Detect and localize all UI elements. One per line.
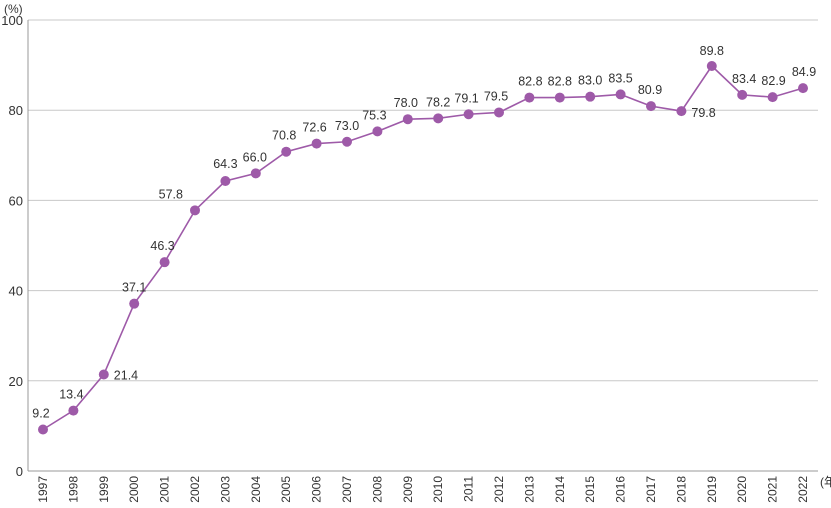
x-tick-label: 2006 (310, 476, 324, 503)
data-label-2013: 82.8 (518, 75, 542, 89)
data-label-1999: 21.4 (114, 368, 138, 382)
y-tick-label: 100 (1, 13, 23, 28)
data-point-2000 (129, 298, 140, 309)
data-point-2017 (646, 101, 656, 112)
x-tick-label: 2021 (766, 476, 780, 503)
data-label-2016: 83.5 (608, 71, 632, 85)
data-point-1999 (98, 369, 109, 380)
data-point-2022 (798, 83, 808, 94)
data-point-2021 (767, 92, 778, 103)
data-label-2008: 75.3 (362, 108, 386, 122)
data-point-2016 (615, 89, 626, 100)
x-tick-label: 2016 (614, 476, 628, 503)
y-tick-label: 40 (9, 284, 23, 299)
x-tick-label: 1999 (97, 476, 111, 503)
y-tick-label: 60 (9, 193, 23, 208)
x-tick-label: 2009 (401, 476, 415, 503)
x-tick-label: 2010 (431, 476, 445, 503)
data-point-2004 (250, 168, 261, 179)
data-point-2003 (220, 176, 231, 187)
x-unit-label: (年) (820, 475, 831, 489)
gridlines (28, 19, 818, 382)
y-unit-label: (%) (4, 2, 23, 16)
data-point-2008 (372, 126, 383, 137)
data-point-1997 (38, 424, 48, 435)
data-label-2021: 82.9 (761, 74, 785, 88)
data-label-2012: 79.5 (484, 89, 508, 103)
data-points (38, 61, 808, 435)
x-tick-label: 1998 (66, 476, 80, 503)
data-point-2010 (433, 113, 444, 124)
data-label-2011: 79.1 (454, 91, 478, 105)
y-tick-label: 80 (9, 103, 23, 118)
axes (27, 20, 818, 472)
data-label-2017: 80.9 (638, 83, 662, 97)
data-point-2019 (706, 61, 717, 72)
series-line (42, 64, 804, 431)
x-tick-label: 2004 (249, 476, 263, 503)
data-point-2015 (585, 91, 596, 102)
data-labels: 9.2 13.4 21.4 37.1 46.3 57.8 64.3 66.0 70.8 72.6 7… (32, 44, 816, 421)
x-tick-label: 2001 (158, 476, 172, 503)
x-tick-label: 2017 (644, 476, 658, 503)
data-label-2007: 73.0 (335, 119, 359, 133)
x-tick-label: 2000 (127, 476, 141, 503)
x-tick-label: 2014 (553, 476, 567, 503)
data-label-1997: 9.2 (32, 407, 49, 421)
x-tick-label: 2007 (340, 476, 354, 503)
data-point-2012 (494, 107, 504, 118)
x-tick-label: 2008 (370, 476, 384, 503)
x-tick-label: 2015 (583, 476, 597, 503)
data-label-1998: 13.4 (59, 388, 83, 402)
data-point-2011 (463, 109, 474, 120)
x-tick-label: 2011 (462, 476, 476, 502)
data-label-2002: 57.8 (159, 187, 183, 201)
x-tick-label: 2012 (492, 476, 506, 503)
data-point-2001 (159, 257, 170, 268)
data-point-1998 (68, 405, 79, 416)
data-point-2014 (554, 92, 565, 103)
data-label-2005: 70.8 (272, 129, 296, 143)
data-label-2000: 37.1 (122, 281, 146, 295)
x-tick-label: 2019 (705, 476, 719, 503)
data-point-2006 (311, 138, 322, 149)
y-tick-label: 0 (16, 464, 23, 479)
x-tick-label: 2005 (279, 476, 293, 503)
x-tick-label: 2020 (735, 476, 749, 503)
series-0 (42, 64, 804, 431)
data-point-2002 (190, 205, 200, 216)
y-tick-label: 20 (9, 374, 23, 389)
data-label-2006: 72.6 (302, 121, 326, 135)
data-label-2020: 83.4 (732, 72, 756, 86)
data-label-2003: 64.3 (213, 157, 237, 171)
data-label-2018: 79.8 (691, 106, 715, 120)
data-point-2020 (737, 89, 748, 100)
data-label-2001: 46.3 (150, 239, 174, 253)
data-label-2015: 83.0 (578, 74, 602, 88)
x-tick-label: 2022 (796, 476, 810, 503)
x-tick-label: 2013 (522, 476, 536, 503)
data-point-2018 (676, 106, 687, 117)
data-point-2005 (281, 146, 292, 157)
data-label-2014: 82.8 (548, 75, 572, 89)
x-tick-label: 2002 (188, 476, 202, 503)
x-tick-label: 2003 (218, 476, 232, 503)
data-point-2013 (524, 92, 535, 103)
data-label-2004: 66.0 (243, 150, 267, 164)
data-point-2009 (402, 114, 413, 125)
data-label-2010: 78.2 (426, 95, 450, 109)
data-label-2022: 84.9 (792, 65, 816, 79)
data-label-2009: 78.0 (394, 96, 418, 110)
x-tick-label: 2018 (674, 476, 688, 503)
y-tick-labels: 0 20 40 60 80 100 (1, 13, 23, 479)
data-point-2007 (342, 136, 352, 147)
data-label-2019: 89.8 (700, 44, 724, 58)
x-tick-labels: 1997 1998 1999 2000 2001 2002 2003 2004 2005 2006… (36, 476, 810, 503)
x-tick-label: 1997 (36, 476, 50, 503)
